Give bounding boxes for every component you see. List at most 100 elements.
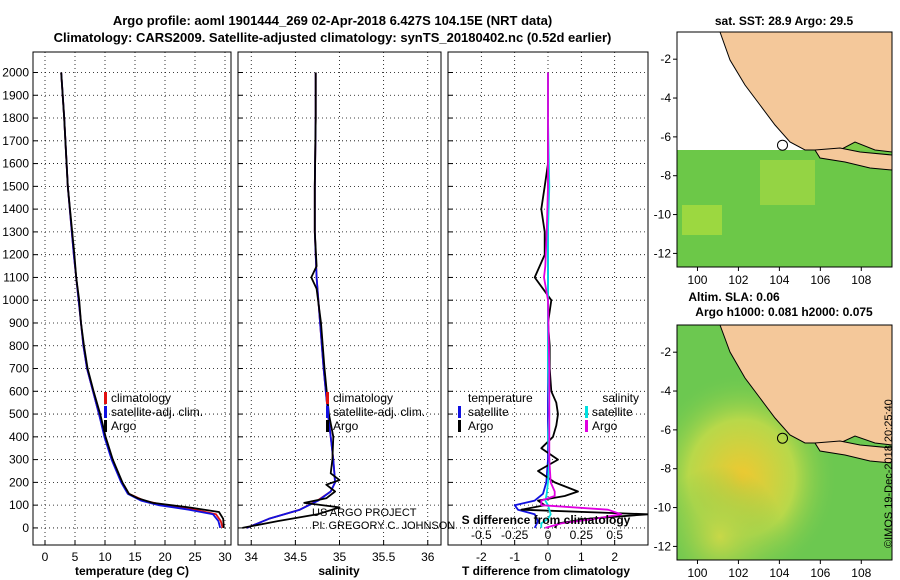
y-tick-label: 900 bbox=[9, 316, 29, 330]
y-tick-label: 1700 bbox=[2, 134, 29, 148]
map-x-tick-label: 104 bbox=[769, 273, 789, 287]
map-y-tick-label: -8 bbox=[660, 462, 671, 476]
argo-location-marker bbox=[777, 432, 788, 444]
map-x-tick-label: 108 bbox=[851, 566, 871, 580]
legend-label-t-argo: Argo bbox=[468, 419, 494, 433]
project-annotation: US ARGO PROJECT bbox=[312, 507, 417, 519]
sst-map-frame bbox=[676, 31, 893, 268]
x-tick-label: 35 bbox=[333, 550, 347, 564]
sst-warm-west bbox=[682, 205, 722, 235]
legend-swatch-argo bbox=[104, 420, 107, 432]
map-y-tick-label: -2 bbox=[660, 52, 671, 66]
x-top-tick-label: 0.5 bbox=[606, 528, 623, 542]
x-tick-label: 34 bbox=[245, 550, 259, 564]
difference-panel: -2 -1 0 1 2 -0.5 -0.25 0 0.25 0.5 temperature sat… bbox=[447, 51, 649, 578]
figure-subtitle: Climatology: CARS2009. Satellite-adjuste… bbox=[53, 30, 612, 45]
y-tick-label: 1000 bbox=[2, 293, 29, 307]
sst-map: sat. SST: 28.9 Argo: 29.5 100 102 104 106 10… bbox=[654, 14, 893, 287]
x-top-tick-label: 0 bbox=[545, 528, 552, 542]
temperature-axes-frame bbox=[32, 51, 232, 546]
y-tick-label: 500 bbox=[9, 407, 29, 421]
salinity-xlabel: salinity bbox=[318, 564, 360, 578]
temperature-xlabel: temperature (deg C) bbox=[75, 564, 189, 578]
sla-map: Altim. SLA: 0.06 Argo h1000: 0.081 h2000… bbox=[654, 290, 893, 580]
x-top-tick-label: -0.5 bbox=[471, 528, 492, 542]
map-y-tick-label: -6 bbox=[660, 130, 671, 144]
sst-map-title: sat. SST: 28.9 Argo: 29.5 bbox=[715, 14, 854, 28]
y-tick-label: 0 bbox=[22, 521, 29, 535]
figure-title: Argo profile: aoml 1901444_269 02-Apr-20… bbox=[112, 13, 553, 28]
map-y-tick-label: -10 bbox=[654, 501, 672, 515]
x-tick-label: 36 bbox=[421, 550, 435, 564]
map-y-tick-label: -4 bbox=[660, 91, 671, 105]
x-tick-label: 34.5 bbox=[284, 550, 308, 564]
y-tick-label: 200 bbox=[9, 475, 29, 489]
imos-credit: ©IMOS 19-Dec-2018 20:25:40 bbox=[883, 399, 895, 548]
x-tick-label: 30 bbox=[218, 550, 232, 564]
x-tick-label: -2 bbox=[476, 550, 487, 564]
argo-location-marker bbox=[777, 139, 788, 151]
y-tick-label: 400 bbox=[9, 430, 29, 444]
x-top-tick-label: -0.25 bbox=[501, 528, 529, 542]
x-tick-label: 2 bbox=[611, 550, 618, 564]
map-y-tick-label: -4 bbox=[660, 384, 671, 398]
salinity-legend: climatology satellite-adj. clim. Argo bbox=[326, 391, 425, 433]
salinity-axes-frame bbox=[237, 51, 442, 546]
land-java bbox=[814, 147, 892, 171]
legend-label-s-satellite: satellite bbox=[592, 405, 633, 419]
legend-swatch-argo bbox=[326, 420, 329, 432]
y-tick-label: 1900 bbox=[2, 88, 29, 102]
x-top-tick-label: 0.25 bbox=[570, 528, 594, 542]
legend-swatch-s-argo bbox=[585, 420, 588, 432]
series-line-argo bbox=[520, 72, 648, 529]
x-tick-label: 0 bbox=[42, 550, 49, 564]
y-tick-label: 1600 bbox=[2, 157, 29, 171]
y-tick-label: 300 bbox=[9, 453, 29, 467]
x-tick-label: -1 bbox=[509, 550, 520, 564]
temperature-panel: 0 5 10 15 20 25 300100200300400500600700800900… bbox=[2, 51, 232, 578]
x-tick-label: 20 bbox=[158, 550, 172, 564]
legend-label-t-satellite: satellite bbox=[468, 405, 509, 419]
legend-label-satellite: satellite-adj. clim. bbox=[111, 405, 203, 419]
map-y-tick-label: -12 bbox=[654, 246, 672, 260]
map-x-tick-label: 102 bbox=[728, 566, 748, 580]
y-tick-label: 1800 bbox=[2, 111, 29, 125]
legend-swatch-s-satellite bbox=[585, 406, 588, 418]
series-line-argo bbox=[60, 72, 225, 528]
sst-field-central bbox=[760, 160, 815, 205]
map-y-tick-label: -6 bbox=[660, 423, 671, 437]
difference-xlabel-top: S difference from climatology bbox=[462, 513, 631, 527]
sla-map-frame bbox=[676, 324, 893, 561]
legend-header-temperature: temperature bbox=[468, 391, 533, 405]
series-line-satellite bbox=[513, 72, 549, 529]
y-tick-label: 1200 bbox=[2, 248, 29, 262]
legend-label-climatology: climatology bbox=[333, 391, 393, 405]
map-y-tick-label: -2 bbox=[660, 345, 671, 359]
series-line-argo-s bbox=[540, 72, 623, 529]
legend-swatch-t-argo bbox=[458, 420, 461, 432]
x-tick-label: 1 bbox=[578, 550, 585, 564]
legend-swatch-satellite bbox=[326, 406, 329, 418]
y-tick-label: 2000 bbox=[2, 65, 29, 79]
y-tick-label: 1400 bbox=[2, 202, 29, 216]
map-y-tick-label: -8 bbox=[660, 169, 671, 183]
map-x-tick-label: 102 bbox=[728, 273, 748, 287]
pi-annotation: PI: GREGORY C. JOHNSON bbox=[312, 520, 455, 532]
y-tick-label: 800 bbox=[9, 339, 29, 353]
legend-swatch-satellite bbox=[104, 406, 107, 418]
legend-label-climatology: climatology bbox=[111, 391, 171, 405]
x-tick-label: 15 bbox=[128, 550, 142, 564]
y-tick-label: 700 bbox=[9, 362, 29, 376]
x-tick-label: 25 bbox=[188, 550, 202, 564]
x-tick-label: 35.5 bbox=[372, 550, 396, 564]
x-tick-label: 10 bbox=[98, 550, 112, 564]
y-tick-label: 1500 bbox=[2, 179, 29, 193]
map-x-tick-label: 108 bbox=[851, 273, 871, 287]
map-y-tick-label: -12 bbox=[654, 539, 672, 553]
land-sumatra bbox=[677, 32, 892, 153]
map-x-tick-label: 106 bbox=[810, 273, 830, 287]
legend-label-argo: Argo bbox=[333, 419, 359, 433]
y-tick-label: 1300 bbox=[2, 225, 29, 239]
map-x-tick-label: 100 bbox=[687, 273, 707, 287]
